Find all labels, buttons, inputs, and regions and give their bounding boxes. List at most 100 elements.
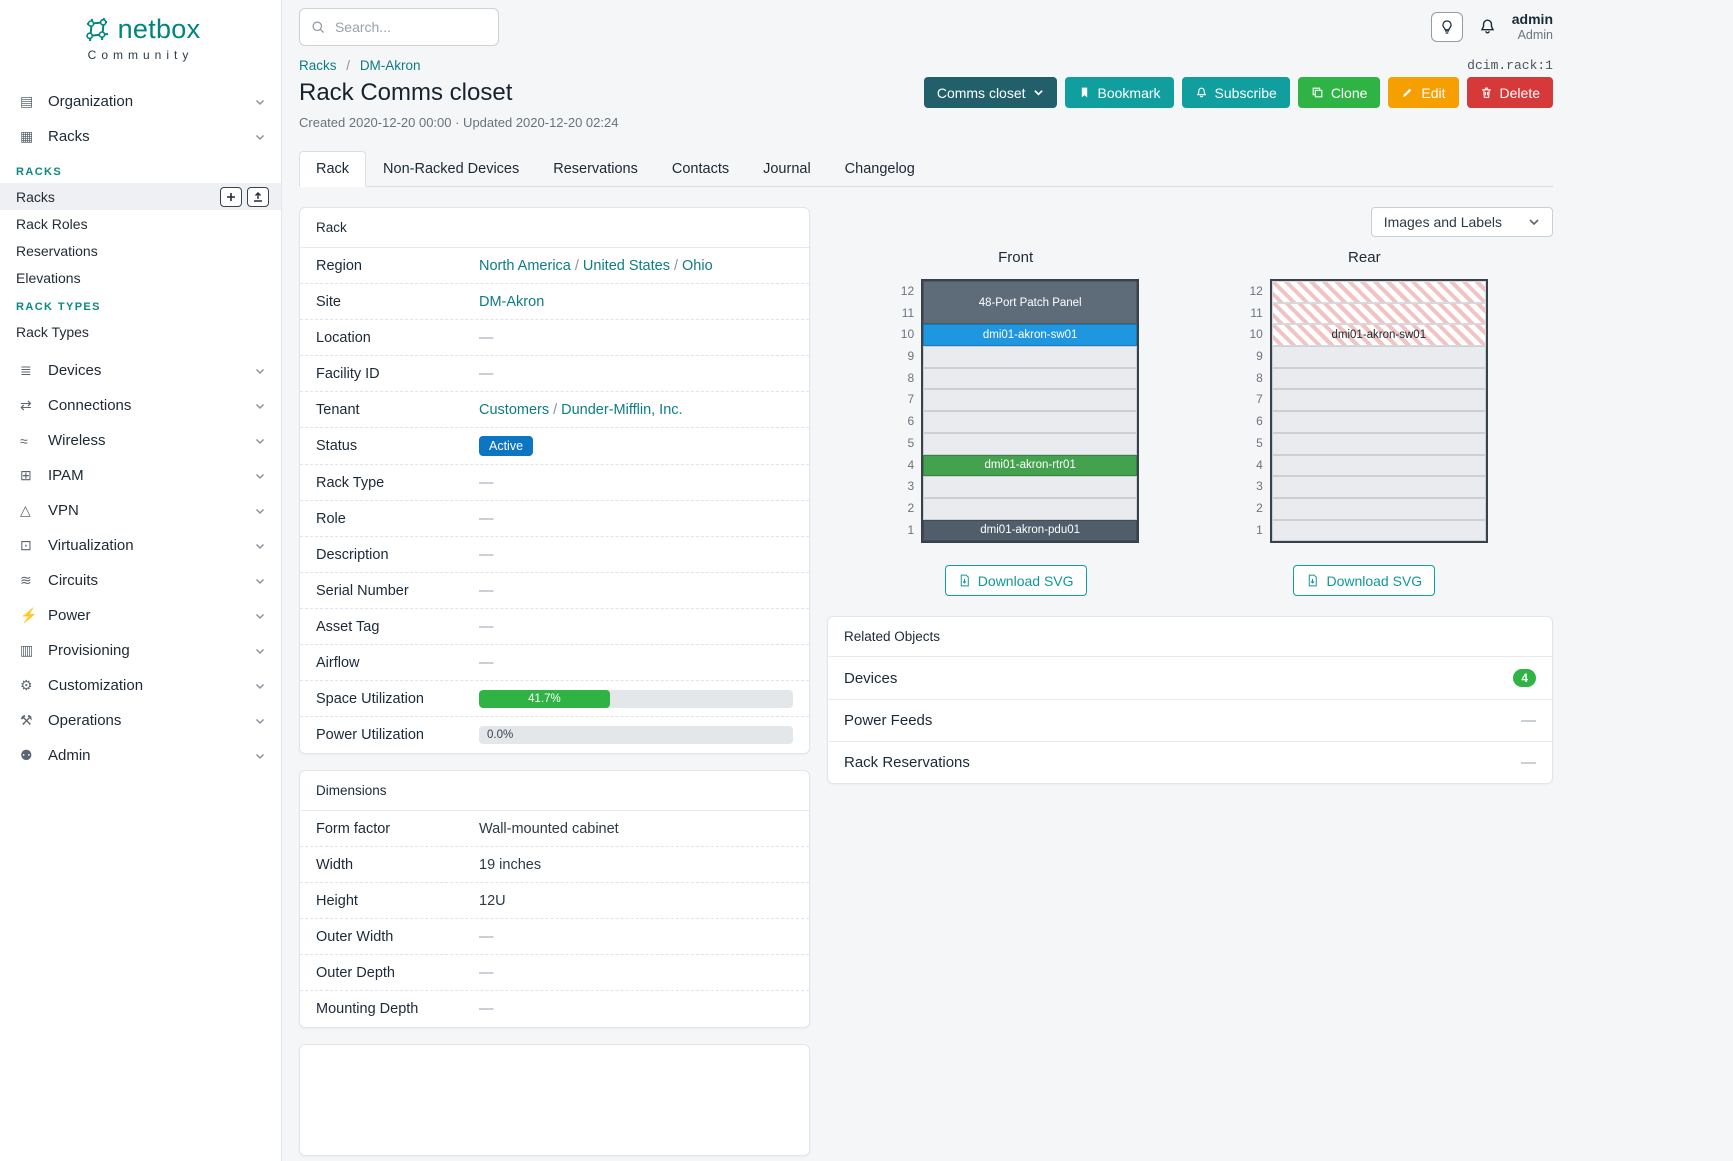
- sidebar-subitem-reservations[interactable]: Reservations: [0, 237, 281, 264]
- tab-journal[interactable]: Journal: [763, 161, 811, 177]
- sidebar-item-power[interactable]: ⚡ Power: [0, 598, 281, 633]
- subscribe-button[interactable]: Subscribe: [1181, 77, 1290, 108]
- front-elevation-title: Front: [998, 249, 1034, 266]
- sidebar-item-organization[interactable]: ▤ Organization: [0, 84, 281, 119]
- unit-number: 2: [907, 500, 915, 515]
- sidebar-item-provisioning[interactable]: ▥ Provisioning: [0, 633, 281, 668]
- rack-empty-unit[interactable]: [923, 497, 1138, 520]
- rack-empty-unit[interactable]: [923, 411, 1138, 433]
- rack-empty-unit[interactable]: [1271, 389, 1486, 412]
- rack-empty-unit[interactable]: [923, 432, 1138, 455]
- site-link[interactable]: DM-Akron: [479, 293, 545, 310]
- unit-number: 10: [900, 327, 915, 342]
- unit-number: 5: [907, 435, 915, 450]
- rack-empty-unit[interactable]: [923, 346, 1138, 368]
- unit-number: 10: [1249, 327, 1263, 342]
- tab-reservations[interactable]: Reservations: [553, 161, 638, 177]
- submenu-group-header: RACKS: [16, 166, 63, 178]
- search-input[interactable]: [332, 18, 487, 36]
- rack-device[interactable]: dmi01-akron-sw01: [923, 324, 1138, 347]
- attr-row-space-utilization: Space Utilization 41.7%: [300, 681, 809, 717]
- sidebar-item-label: VPN: [48, 502, 79, 519]
- sidebar-subitem-rack-roles[interactable]: Rack Roles: [0, 210, 281, 237]
- add-rack-button[interactable]: [220, 186, 242, 207]
- rack-empty-unit[interactable]: [1271, 519, 1486, 542]
- sidebar-subitem-rack-types[interactable]: Rack Types: [0, 318, 281, 345]
- racks-icon: ▦: [20, 128, 34, 144]
- action-buttons: Comms closet Bookmark Subscribe Clone Ed…: [923, 77, 1553, 108]
- tab-contacts[interactable]: Contacts: [671, 161, 730, 177]
- import-racks-button[interactable]: [247, 186, 269, 207]
- next-panel-partial: [299, 1044, 810, 1156]
- context-dropdown-button[interactable]: Comms closet: [923, 77, 1057, 108]
- space-utilization-fill: 41.7%: [479, 689, 610, 708]
- related-power-feeds-label: Power Feeds: [844, 712, 933, 730]
- sidebar-item-devices[interactable]: ≣ Devices: [0, 353, 281, 388]
- user-menu[interactable]: admin Admin: [1512, 11, 1553, 43]
- images-and-labels-select[interactable]: Images and Labels: [1370, 207, 1553, 237]
- rack-empty-unit[interactable]: [1271, 411, 1486, 433]
- brand[interactable]: netbox Community: [0, 10, 281, 74]
- sidebar-item-label: Virtualization: [48, 537, 134, 554]
- rack-empty-unit[interactable]: [1271, 497, 1486, 520]
- subscribe-label: Subscribe: [1214, 84, 1277, 101]
- sidebar-item-customization[interactable]: ⚙ Customization: [0, 668, 281, 703]
- sidebar-item-wireless[interactable]: ≈ Wireless: [0, 423, 281, 458]
- tenant-link[interactable]: Dunder-Mifflin, Inc.: [561, 401, 683, 418]
- notifications-button[interactable]: [1478, 17, 1497, 36]
- region-link[interactable]: United States: [582, 257, 670, 274]
- sidebar-item-label: Customization: [48, 677, 144, 694]
- breadcrumb-site-link[interactable]: DM-Akron: [359, 58, 421, 73]
- download-svg-front-button[interactable]: Download SVG: [944, 565, 1087, 597]
- tenant-group-link[interactable]: Customers: [479, 401, 550, 418]
- sidebar-item-racks[interactable]: ▦ Racks: [0, 119, 281, 154]
- sidebar-item-label: Admin: [48, 747, 91, 764]
- rack-empty-unit[interactable]: [1271, 432, 1486, 455]
- related-row-devices: Devices 4: [828, 657, 1552, 701]
- unit-number: 8: [907, 370, 915, 385]
- site-label: Site: [316, 293, 341, 310]
- rack-empty-unit[interactable]: [1271, 454, 1486, 477]
- sidebar-item-ipam[interactable]: ⊞ IPAM: [0, 458, 281, 493]
- region-link[interactable]: North America: [479, 257, 571, 274]
- sidebar-item-operations[interactable]: ⚒ Operations: [0, 703, 281, 738]
- rack-device[interactable]: dmi01-akron-rtr01: [923, 454, 1138, 477]
- rack-elevations: Front 12 11 10 9 8 7 6 5 4 3 2 1 48-Port Patch Pane…: [827, 249, 1553, 597]
- tab-rack[interactable]: Rack: [299, 151, 367, 187]
- breadcrumb-racks-link[interactable]: Racks: [299, 58, 337, 73]
- download-svg-rear-button[interactable]: Download SVG: [1293, 565, 1436, 597]
- edit-button[interactable]: Edit: [1388, 77, 1459, 108]
- sidebar-item-vpn[interactable]: △ VPN: [0, 493, 281, 528]
- organization-icon: ▤: [20, 93, 34, 109]
- empty-value: —: [479, 546, 494, 563]
- tab-changelog[interactable]: Changelog: [844, 161, 915, 177]
- tab-non-racked-devices[interactable]: Non-Racked Devices: [383, 161, 520, 177]
- rack-device[interactable]: dmi01-akron-pdu01: [923, 519, 1138, 542]
- sidebar-item-admin[interactable]: ⚉ Admin: [0, 738, 281, 773]
- main-area: admin Admin Racks / DM-Akron dcim.rack:1…: [282, 0, 1553, 1161]
- sidebar-item-circuits[interactable]: ≋ Circuits: [0, 563, 281, 598]
- region-link[interactable]: Ohio: [682, 257, 713, 274]
- rack-empty-unit[interactable]: [923, 389, 1138, 412]
- rack-empty-unit[interactable]: [923, 367, 1138, 390]
- sidebar-item-virtualization[interactable]: ⊡ Virtualization: [0, 528, 281, 563]
- sidebar-subitem-racks[interactable]: Racks: [0, 183, 281, 210]
- rack-empty-unit[interactable]: [1271, 476, 1486, 498]
- clone-button[interactable]: Clone: [1297, 77, 1381, 108]
- rack-empty-unit[interactable]: [923, 476, 1138, 498]
- sidebar-item-label: Organization: [48, 93, 134, 110]
- rack-device[interactable]: 48-Port Patch Panel: [923, 281, 1138, 325]
- devices-count-badge[interactable]: 4: [1513, 669, 1536, 688]
- sidebar-item-connections[interactable]: ⇄ Connections: [0, 388, 281, 423]
- download-svg-label: Download SVG: [977, 572, 1074, 589]
- global-search[interactable]: [299, 8, 499, 46]
- sidebar-item-label: Circuits: [48, 572, 99, 589]
- rack-empty-unit[interactable]: [1271, 346, 1486, 368]
- rack-empty-unit[interactable]: [1271, 367, 1486, 390]
- delete-button[interactable]: Delete: [1466, 77, 1553, 108]
- bookmark-button[interactable]: Bookmark: [1064, 77, 1174, 108]
- tenant-label: Tenant: [316, 401, 360, 418]
- theme-toggle-button[interactable]: [1430, 11, 1463, 42]
- ipam-icon: ⊞: [20, 467, 32, 483]
- sidebar-subitem-elevations[interactable]: Elevations: [0, 264, 281, 291]
